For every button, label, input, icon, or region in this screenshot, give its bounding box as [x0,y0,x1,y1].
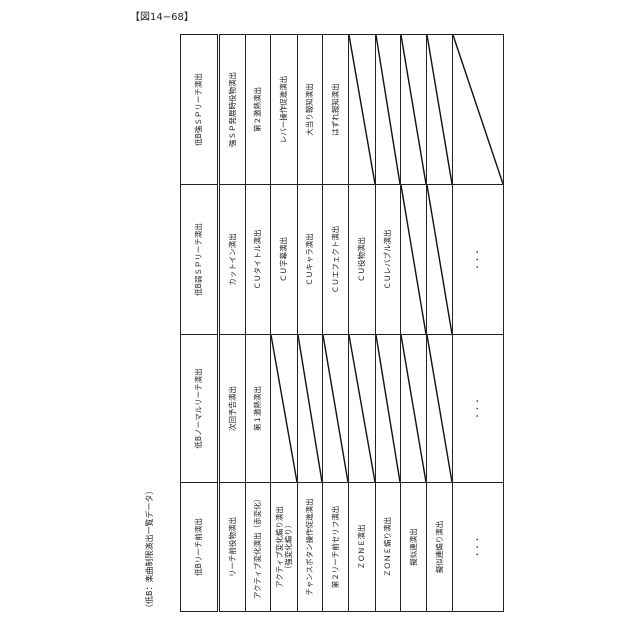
table-cell: ＺＯＮＥ煽り演出 [376,483,401,612]
table-cell: ・・・ [453,483,504,612]
table-caption: （低B：楽曲制限演出一覧データ） [143,488,157,612]
table-cell: 第２激熱演出 [246,35,271,185]
table-cell: ＣＵキャラ演出 [298,185,323,335]
table-cell: レバー操作促進演出 [271,35,298,185]
table-row: 擬似連演出 [401,35,427,612]
table-row: ＺＯＮＥ煽り演出 ＣＵレバブル演出 [376,35,401,612]
effect-list-table: 低Bリーチ前演出低Bノーマルリーチ演出低B弱ＳＰリーチ演出低B強ＳＰリーチ演出リ… [180,34,504,612]
table-row: リーチ前役物演出次回予告演出カットイン演出強ＳＰ発展時役物演出 [219,35,246,612]
empty-cell-diagonal [298,335,323,483]
empty-cell-diagonal [401,35,427,185]
empty-cell-diagonal [401,185,427,335]
diagonal-line [401,185,426,334]
header-row: 低Bリーチ前演出低Bノーマルリーチ演出低B弱ＳＰリーチ演出低B強ＳＰリーチ演出 [181,35,219,612]
table-cell: 第２リーチ前セリフ演出 [323,483,349,612]
empty-cell-diagonal [453,35,504,185]
section-header: 低B強ＳＰリーチ演出 [181,35,219,185]
empty-cell-diagonal [401,335,427,483]
table-cell: 強ＳＰ発展時役物演出 [219,35,246,185]
diagonal-line [349,35,375,184]
table-cell: ＣＵエフェクト演出 [323,185,349,335]
empty-cell-diagonal [427,185,453,335]
table-cell: 大当り報知演出 [298,35,323,185]
diagonal-line [376,335,400,482]
table-cell: ・・・ [453,185,504,335]
diagonal-line [401,35,426,184]
section-header: 低Bリーチ前演出 [181,483,219,612]
table-row: ＺＯＮＥ演出 ＣＵ役物演出 [349,35,376,612]
table-row: 擬似連煽り演出 [427,35,453,612]
table-cell: 擬似連煽り演出 [427,483,453,612]
empty-cell-diagonal [271,335,298,483]
diagonal-line [376,35,400,184]
table-cell: ・・・ [453,335,504,483]
table-cell: 第１激熱演出 [246,335,271,483]
table-cell: アクティブ変化煽り演出 （強変化煽り） [271,483,298,612]
table-row: アクティブ変化演出（赤変化）第１激熱演出ＣＵタイトル演出第２激熱演出 [246,35,271,612]
diagonal-line [323,335,348,482]
diagonal-line [401,335,426,482]
table-row: 第２リーチ前セリフ演出 ＣＵエフェクト演出はずれ報知演出 [323,35,349,612]
empty-cell-diagonal [427,335,453,483]
diagonal-line [427,335,452,482]
empty-cell-diagonal [376,335,401,483]
empty-cell-diagonal [427,35,453,185]
diagonal-line [349,335,375,482]
diagonal-line [427,185,452,334]
table-cell: ＣＵ役物演出 [349,185,376,335]
table-cell: ＣＵレバブル演出 [376,185,401,335]
table-cell: アクティブ変化演出（赤変化） [246,483,271,612]
table-cell: 次回予告演出 [219,335,246,483]
table-cell: リーチ前役物演出 [219,483,246,612]
effect-list-table-container: 低Bリーチ前演出低Bノーマルリーチ演出低B弱ＳＰリーチ演出低B強ＳＰリーチ演出リ… [180,35,503,612]
diagonal-line [271,335,297,482]
diagonal-line [298,335,322,482]
table-cell: ＣＵタイトル演出 [246,185,271,335]
diagonal-line [453,35,503,184]
diagonal-line [427,35,452,184]
table-cell: カットイン演出 [219,185,246,335]
empty-cell-diagonal [349,35,376,185]
table-row: ・・・・・・・・・ [453,35,504,612]
figure-label: 【図14−68】 [130,8,194,23]
table-cell: ＣＵ字幕演出 [271,185,298,335]
table-cell: はずれ報知演出 [323,35,349,185]
section-header: 低Bノーマルリーチ演出 [181,335,219,483]
section-header: 低B弱ＳＰリーチ演出 [181,185,219,335]
table-cell: チャンスボタン操作促進演出 [298,483,323,612]
table-row: アクティブ変化煽り演出 （強変化煽り） ＣＵ字幕演出レバー操作促進演出 [271,35,298,612]
empty-cell-diagonal [349,335,376,483]
table-cell: ＺＯＮＥ演出 [349,483,376,612]
table-cell: 擬似連演出 [401,483,427,612]
empty-cell-diagonal [323,335,349,483]
empty-cell-diagonal [376,35,401,185]
table-row: チャンスボタン操作促進演出 ＣＵキャラ演出大当り報知演出 [298,35,323,612]
